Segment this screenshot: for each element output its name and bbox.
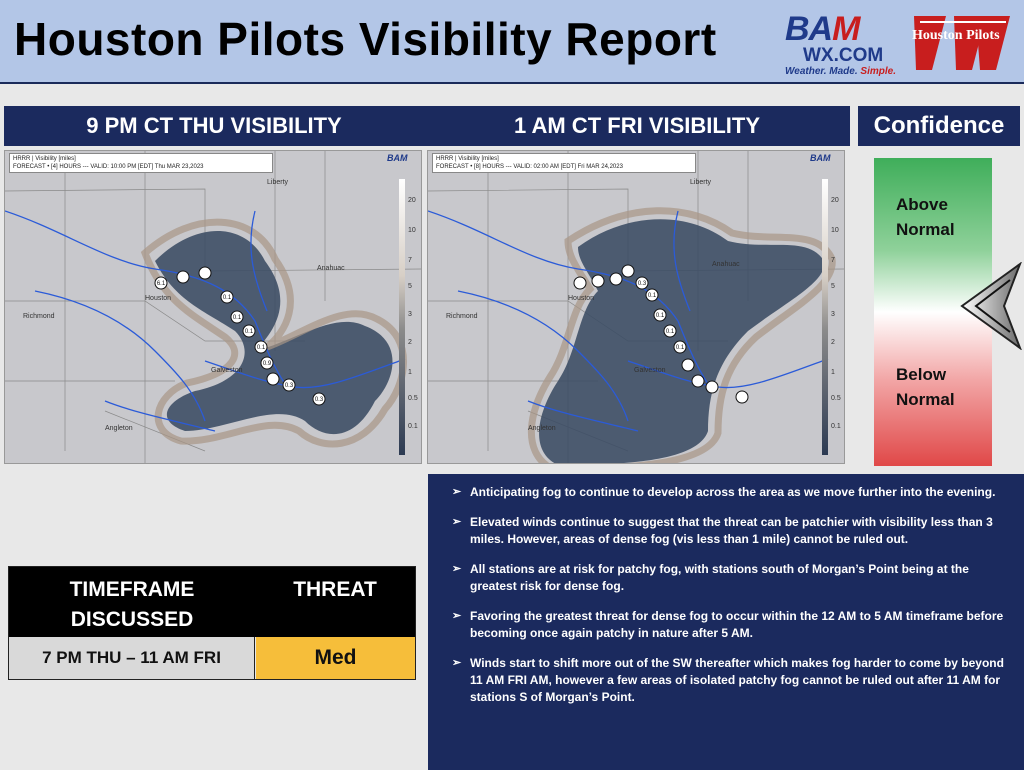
scale-label: 10 (408, 227, 416, 234)
bullet-arrow-icon: ➢ (452, 486, 462, 498)
page-title: Houston Pilots Visibility Report (14, 13, 717, 65)
bullet-item: ➢ Anticipating fog to continue to develop… (452, 485, 996, 499)
place-label: Anahuac (712, 261, 740, 268)
visibility-map-9pm: HRRR | Visibility [miles] FORECAST • [4]… (4, 150, 422, 464)
threat-table-row: 7 PM THU – 11 AM FRI Med (9, 637, 415, 679)
banner-1am: 1 AM CT FRI VISIBILITY (424, 106, 850, 146)
scale-label: 0.1 (831, 423, 841, 430)
bam-wx-logo: BAM WX.COM Weather. Made. Simple. (785, 10, 896, 77)
bullet-arrow-icon: ➢ (452, 563, 462, 575)
scale-label: 20 (408, 197, 416, 204)
map-info-box: HRRR | Visibility [miles] FORECAST • [8]… (432, 153, 696, 173)
confidence-pointer-icon (958, 261, 1024, 351)
scale-label: 2 (831, 339, 835, 346)
bullet-item: ➢ Favoring the greatest threat for dense … (452, 609, 1004, 640)
scale-label: 1 (408, 369, 412, 376)
bullet-item: ➢ Elevated winds continue to suggest that… (452, 515, 993, 546)
bullet-arrow-icon: ➢ (452, 610, 462, 622)
timeframe-cell: 7 PM THU – 11 AM FRI (9, 637, 255, 679)
bullet-item: ➢ Winds start to shift more out of the SW… (452, 656, 1004, 704)
scale-label: 3 (831, 311, 835, 318)
place-label: Galveston (634, 367, 666, 374)
place-label: Richmond (446, 313, 478, 320)
report-header: Houston Pilots Visibility Report BAM WX.… (0, 0, 1024, 84)
visibility-scale: 20 10 7 5 3 2 1 0.5 0.1 (822, 179, 842, 455)
place-label: Liberty (690, 179, 712, 186)
place-label: Houston (568, 295, 595, 302)
mini-bam-logo: BAM (810, 153, 831, 163)
bullet-arrow-icon: ➢ (452, 657, 462, 669)
scale-label: 5 (408, 283, 412, 290)
confidence-below-label: Below Normal (896, 365, 955, 409)
scale-label: 3 (408, 311, 412, 318)
scale-label: 5 (831, 283, 835, 290)
visibility-map-1am: HRRR | Visibility [miles] FORECAST • [8]… (427, 150, 845, 464)
header-threat: THREAT (293, 578, 377, 601)
confidence-above-label: Above Normal (896, 195, 955, 239)
place-label: Liberty (267, 179, 289, 186)
discussion-bullets: ➢ Anticipating fog to continue to develop… (428, 474, 1024, 770)
place-label: Angleton (105, 425, 133, 432)
place-label: Anahuac (317, 265, 345, 272)
scale-label: 7 (408, 257, 412, 264)
place-label: Richmond (23, 313, 55, 320)
place-label: Galveston (211, 367, 243, 374)
visibility-scale: 20 10 7 5 3 2 1 0.5 0.1 (399, 179, 419, 455)
threat-table-header: TIMEFRAME DISCUSSED THREAT (9, 567, 415, 637)
place-label: Houston (145, 295, 172, 302)
scale-label: 1 (831, 369, 835, 376)
bullet-item: ➢ All stations are at risk for patchy fog… (452, 562, 969, 593)
banner-confidence: Confidence (858, 106, 1020, 146)
threat-table: TIMEFRAME DISCUSSED THREAT 7 PM THU – 11… (8, 566, 416, 680)
map-info-box: HRRR | Visibility [miles] FORECAST • [4]… (9, 153, 273, 173)
header-timeframe: TIMEFRAME DISCUSSED (69, 578, 195, 631)
bullet-arrow-icon: ➢ (452, 516, 462, 528)
scale-label: 20 (831, 197, 839, 204)
scale-label: 0.5 (831, 395, 841, 402)
scale-label: 0.5 (408, 395, 418, 402)
threat-level-cell: Med (256, 637, 415, 679)
houston-pilots-logo: Houston Pilots (906, 8, 1018, 78)
banner-9pm: 9 PM CT THU VISIBILITY (4, 106, 424, 146)
scale-label: 0.1 (408, 423, 418, 430)
scale-label: 10 (831, 227, 839, 234)
mini-bam-logo: BAM (387, 153, 408, 163)
scale-label: 7 (831, 257, 835, 264)
place-label: Angleton (528, 425, 556, 432)
scale-label: 2 (408, 339, 412, 346)
